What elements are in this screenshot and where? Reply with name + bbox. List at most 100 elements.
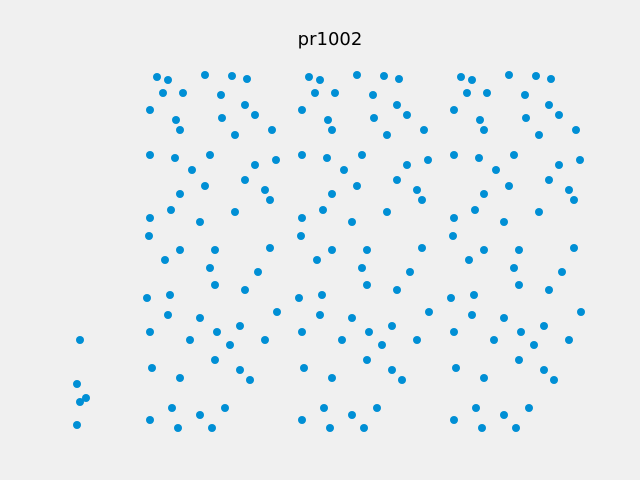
point [148, 364, 156, 372]
point [468, 311, 476, 319]
point [480, 246, 488, 254]
point [515, 356, 523, 364]
point [313, 256, 321, 264]
point [378, 341, 386, 349]
point [76, 398, 84, 406]
point [480, 126, 488, 134]
point [500, 218, 508, 226]
point [231, 208, 239, 216]
point [316, 76, 324, 84]
point [545, 176, 553, 184]
point [179, 89, 187, 97]
point [211, 246, 219, 254]
point [500, 314, 508, 322]
point [206, 151, 214, 159]
point [159, 89, 167, 97]
point [201, 182, 209, 190]
point [331, 89, 339, 97]
point [505, 71, 513, 79]
point [298, 328, 306, 336]
point [261, 336, 269, 344]
point [558, 268, 566, 276]
point [251, 111, 259, 119]
point [295, 294, 303, 302]
point [471, 206, 479, 214]
point [146, 214, 154, 222]
point [298, 106, 306, 114]
point [450, 328, 458, 336]
point [196, 411, 204, 419]
point [358, 151, 366, 159]
chart-title: pr1002 [298, 29, 363, 50]
point [425, 308, 433, 316]
point [570, 244, 578, 252]
point [161, 256, 169, 264]
point [164, 76, 172, 84]
point [450, 214, 458, 222]
point [470, 291, 478, 299]
point [171, 154, 179, 162]
point [328, 374, 336, 382]
point [358, 264, 366, 272]
point [236, 366, 244, 374]
point [535, 131, 543, 139]
point [241, 286, 249, 294]
point [316, 311, 324, 319]
point [324, 116, 332, 124]
point [298, 214, 306, 222]
point [196, 218, 204, 226]
point [363, 281, 371, 289]
point [206, 264, 214, 272]
point [447, 294, 455, 302]
point [328, 246, 336, 254]
point [517, 328, 525, 336]
point [217, 91, 225, 99]
point [186, 336, 194, 344]
point [353, 182, 361, 190]
point [188, 166, 196, 174]
point [145, 232, 153, 240]
point [196, 314, 204, 322]
point [476, 116, 484, 124]
point [176, 374, 184, 382]
point [340, 166, 348, 174]
point [76, 336, 84, 344]
point [320, 404, 328, 412]
point [393, 176, 401, 184]
point [373, 404, 381, 412]
point [576, 156, 584, 164]
point [530, 341, 538, 349]
point [176, 190, 184, 198]
point [153, 73, 161, 81]
point [388, 366, 396, 374]
point [369, 91, 377, 99]
point [413, 186, 421, 194]
point [311, 89, 319, 97]
point [406, 268, 414, 276]
point [478, 424, 486, 432]
point [236, 322, 244, 330]
point [228, 72, 236, 80]
point [251, 161, 259, 169]
point [545, 101, 553, 109]
point [510, 264, 518, 272]
point [174, 424, 182, 432]
point [577, 308, 585, 316]
point [555, 111, 563, 119]
point [243, 75, 251, 83]
point [221, 404, 229, 412]
point [510, 151, 518, 159]
point [363, 246, 371, 254]
point [380, 72, 388, 80]
point [82, 394, 90, 402]
point [532, 72, 540, 80]
point [468, 76, 476, 84]
point [449, 232, 457, 240]
point [272, 156, 280, 164]
point [172, 116, 180, 124]
point [226, 341, 234, 349]
point [393, 286, 401, 294]
point [338, 336, 346, 344]
point [452, 364, 460, 372]
